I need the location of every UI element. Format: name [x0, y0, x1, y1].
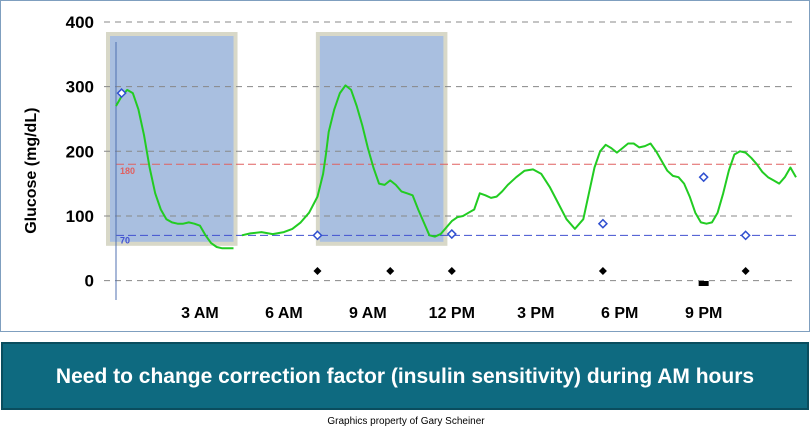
reading-marker — [312, 230, 323, 241]
credit-footer: Graphics property of Gary Scheiner — [327, 416, 485, 427]
y-tick-label: 0 — [85, 272, 94, 291]
x-tick-label: 6 AM — [265, 305, 303, 322]
reading-marker — [116, 88, 127, 99]
reading-marker — [740, 230, 751, 241]
reference-label-70: 70 — [120, 235, 130, 245]
event-diamond-marker — [447, 267, 456, 275]
highlight-box-2 — [315, 32, 448, 246]
event-diamond-marker — [386, 267, 395, 275]
x-tick-label: 3 PM — [517, 305, 554, 322]
y-tick-label: 300 — [66, 78, 94, 97]
caption-banner: Need to change correction factor (insuli… — [1, 342, 809, 410]
y-axis-label: Glucose (mg/dL) — [23, 108, 40, 234]
reference-label-180: 180 — [120, 166, 135, 176]
event-diamond-marker — [313, 267, 322, 275]
glucose-line-segment-1 — [115, 88, 234, 250]
x-tick-label: 3 AM — [181, 305, 219, 322]
y-tick-label: 400 — [66, 13, 94, 32]
caption-text: Need to change correction factor (insuli… — [55, 364, 755, 388]
reading-marker — [597, 218, 608, 229]
reading-marker — [698, 172, 709, 183]
x-tick-label: 6 PM — [601, 305, 638, 322]
x-tick-label: 9 AM — [349, 305, 387, 322]
highlight-box-1 — [106, 32, 238, 246]
event-diamond-marker — [598, 267, 607, 275]
event-diamond-marker — [741, 267, 750, 275]
event-bar-marker — [698, 281, 709, 286]
reading-marker — [446, 228, 457, 240]
glucose-chart: 0 100 200 300 400 180 70 3 AM 6 AM 9 AM 12 PM 3 PM 6… — [23, 13, 797, 322]
glucose-line-segment-2 — [241, 84, 797, 238]
y-tick-label: 100 — [66, 207, 94, 226]
x-tick-label: 12 PM — [429, 305, 475, 322]
y-tick-label: 200 — [66, 142, 94, 161]
x-tick-label: 9 PM — [685, 305, 722, 322]
